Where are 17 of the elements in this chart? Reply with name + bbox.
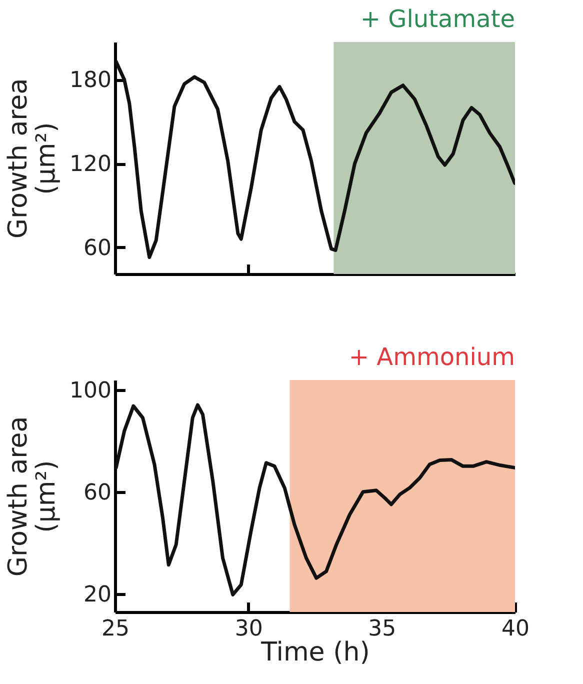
y-axis-title: Growth area (µm²): [4, 78, 62, 239]
band-label: + Glutamate: [360, 5, 515, 33]
x-tick-label: 35: [368, 616, 396, 642]
y-tick-label: 180: [70, 68, 112, 94]
y-tick-label: 60: [84, 480, 112, 506]
band-label: + Ammonium: [348, 343, 515, 371]
y-tick-label: 60: [84, 236, 112, 261]
x-tick-label: 30: [234, 616, 263, 642]
line-series: [115, 403, 515, 596]
y-axis-title: Growth area (µm²): [4, 416, 62, 577]
y-tick-label: 120: [70, 152, 112, 178]
y-tick-label: 20: [84, 582, 112, 608]
x-axis-title: Time (h): [260, 638, 370, 668]
x-tick-label: 25: [102, 616, 130, 642]
x-tick-label: 40: [502, 616, 530, 642]
y-tick-label: 100: [70, 378, 112, 404]
line-series: [115, 60, 515, 259]
